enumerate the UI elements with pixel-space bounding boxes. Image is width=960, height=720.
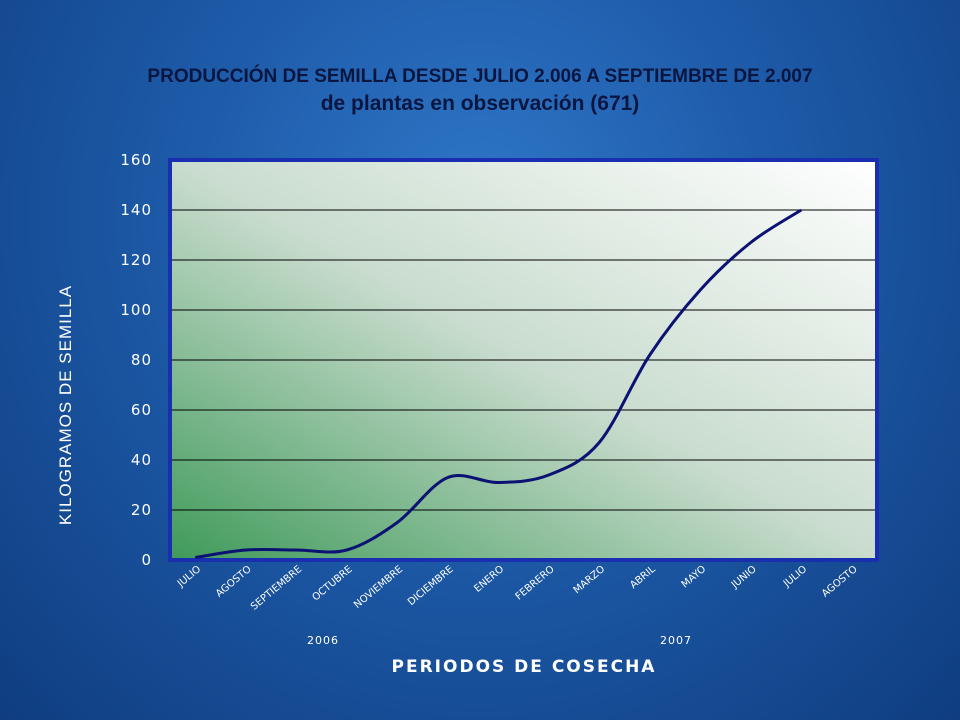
y-tick-label: 40 — [131, 451, 152, 469]
series-line — [195, 208, 803, 559]
x-tick-label: ABRIL — [628, 564, 658, 591]
year-label-2006: 2006 — [307, 634, 339, 647]
x-tick-label: SEPTIEMBRE — [249, 564, 304, 613]
plot-frame — [168, 158, 879, 562]
y-tick-label: 140 — [120, 201, 152, 219]
y-tick-label: 160 — [120, 151, 152, 169]
y-tick-label: 100 — [120, 301, 152, 319]
x-tick-label: JULIO — [781, 564, 809, 590]
y-tick-label: 0 — [141, 551, 152, 569]
y-tick-label: 120 — [120, 251, 152, 269]
chart-title: PRODUCCIÓN DE SEMILLA DESDE JULIO 2.006 … — [147, 66, 813, 87]
x-tick-label: AGOSTO — [820, 564, 860, 600]
x-tick-label: JUNIO — [729, 564, 759, 592]
y-tick-label: 80 — [131, 351, 152, 369]
x-tick-label: OCTUBRE — [311, 564, 355, 604]
year-label-2007: 2007 — [660, 634, 692, 647]
x-tick-label: JULIO — [175, 564, 203, 590]
x-tick-label: MARZO — [572, 564, 608, 596]
chart-subtitle: de plantas en observación (671) — [320, 92, 640, 115]
x-tick-label: ENERO — [472, 564, 506, 595]
x-axis-label: PERIODOS DE COSECHA — [392, 657, 657, 677]
x-tick-label: FEBRERO — [514, 564, 557, 603]
x-tick-label: DICIEMBRE — [406, 564, 456, 608]
x-tick-label: AGOSTO — [214, 564, 254, 600]
y-tick-label: 20 — [131, 501, 152, 519]
y-tick-label: 60 — [131, 401, 152, 419]
x-tick-label: NOVIEMBRE — [352, 564, 405, 611]
x-tick-label: MAYO — [680, 564, 709, 591]
